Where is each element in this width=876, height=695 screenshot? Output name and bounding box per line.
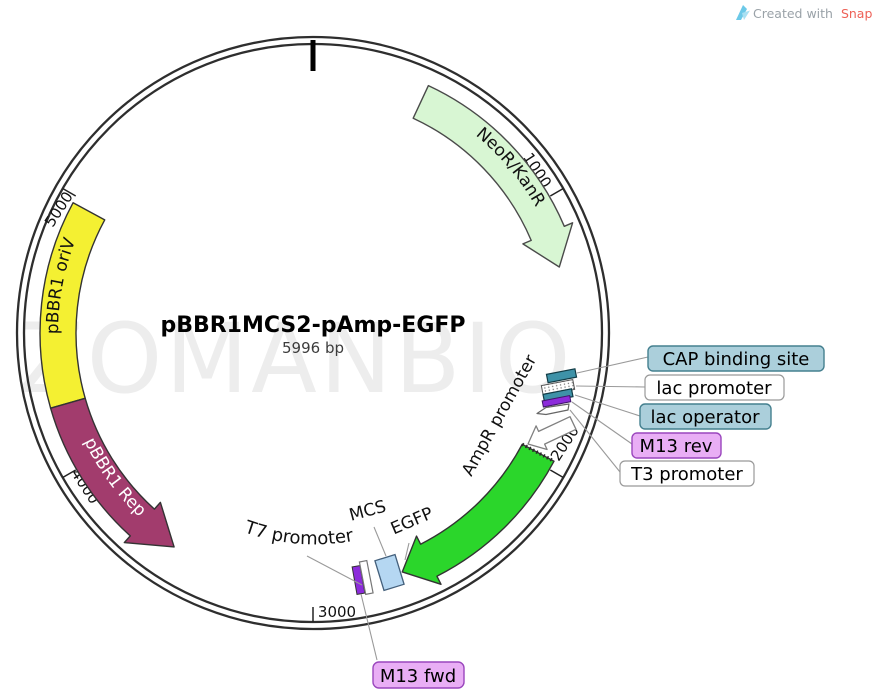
- feature-label-mcs[interactable]: MCS: [347, 497, 388, 526]
- feature-neor-kanr-arrow[interactable]: [412, 84, 574, 268]
- feature-pbbr1-rep-arrow[interactable]: [49, 397, 175, 548]
- tick-label-3000: 3000: [318, 603, 356, 621]
- label-text-m13-fwd[interactable]: M13 fwd: [380, 666, 456, 687]
- feature-cap-binding-site-bar[interactable]: [545, 368, 578, 384]
- tick-2000: [549, 469, 564, 479]
- label-text-lac-promoter[interactable]: lac promoter: [656, 378, 772, 399]
- label-box-lac-promoter[interactable]: [644, 374, 785, 401]
- label-text-t3-promoter[interactable]: T3 promoter: [630, 464, 743, 485]
- label-box-m13-fwd[interactable]: [372, 661, 465, 689]
- label-text-cap-binding-site[interactable]: CAP binding site: [663, 349, 810, 370]
- feature-egfp-arrow[interactable]: [401, 443, 555, 585]
- connector-cap-binding-site: [576, 356, 649, 374]
- feature-label-t7-promoter[interactable]: T7 promoter: [241, 517, 355, 550]
- boxed-labels: CAP binding site lac promoter lac operat…: [372, 345, 825, 689]
- credit-text: Created with Snap Gene ®: [753, 6, 876, 21]
- connector-m13-rev: [571, 401, 633, 445]
- label-box-t3-promoter[interactable]: [619, 460, 755, 487]
- connector-t7-promoter: [306, 555, 363, 586]
- connector-egfp: [404, 542, 410, 561]
- connector-lac-operator: [574, 394, 641, 417]
- feature-label-egfp[interactable]: EGFP: [388, 504, 436, 540]
- tick-5000: [62, 187, 77, 197]
- connector-mcs: [373, 526, 387, 557]
- snapgene-icon-accent: [742, 10, 750, 20]
- label-box-cap-binding-site[interactable]: [647, 345, 825, 372]
- credit-brand-snap: Snap: [841, 6, 873, 21]
- plasmid-length: 5996 bp: [282, 339, 344, 357]
- label-text-m13-rev[interactable]: M13 rev: [640, 436, 713, 457]
- backbone-outer-circle: [15, 35, 611, 631]
- plasmid-title: pBBR1MCS2-pAmp-EGFP: [160, 313, 465, 338]
- snapgene-icon: [736, 5, 747, 20]
- feature-mcs-box[interactable]: [374, 553, 405, 592]
- feature-pbbr1-oriv-band[interactable]: [39, 202, 106, 409]
- tick-marks: [62, 187, 564, 622]
- connector-m13-fwd: [360, 593, 378, 661]
- label-box-lac-operator[interactable]: [639, 403, 772, 430]
- feature-ampr-promoter-arrow[interactable]: [527, 416, 577, 451]
- credit-line: Created with Snap Gene ®: [736, 5, 876, 21]
- watermark-text: ZOMANBIO: [18, 303, 573, 415]
- tick-1000: [549, 187, 564, 197]
- feature-m13-rev-bar[interactable]: [541, 394, 572, 408]
- feature-t7-promoter-box[interactable]: [358, 559, 374, 596]
- t7-promoter-label-text[interactable]: T7 promoter: [241, 517, 355, 550]
- label-connectors: [306, 356, 649, 661]
- label-text-lac-operator[interactable]: lac operator: [650, 407, 760, 428]
- credit-prefix: Created with: [753, 6, 833, 21]
- tick-4000: [62, 469, 77, 479]
- connector-lac-promoter: [575, 385, 646, 388]
- label-box-m13-rev[interactable]: [631, 432, 722, 459]
- connector-t3-promoter: [569, 409, 621, 473]
- feature-t3-promoter-arrow[interactable]: [536, 403, 570, 416]
